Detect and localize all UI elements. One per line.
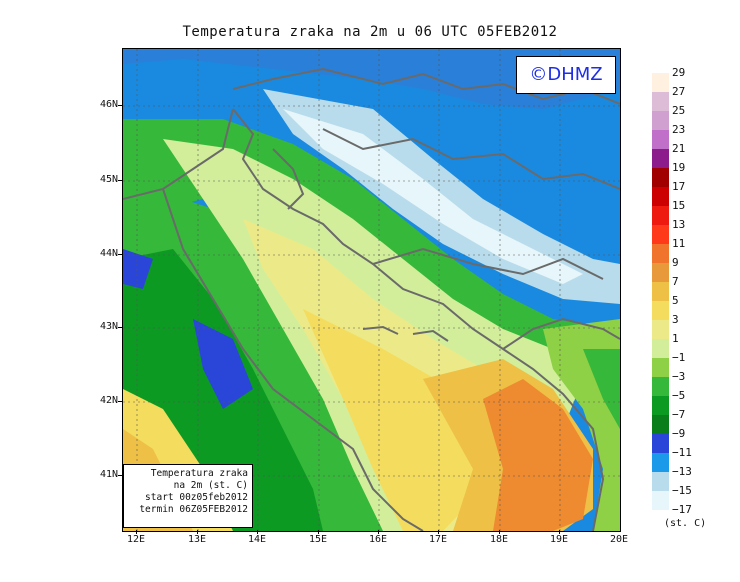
legend-label: −5	[672, 389, 686, 402]
legend-swatch	[652, 339, 669, 358]
legend-swatch	[652, 244, 669, 263]
info-line-3: start 00z05feb2012	[145, 492, 248, 503]
lon-tick	[318, 530, 319, 534]
legend-label: 21	[672, 142, 686, 155]
legend-swatch	[652, 377, 669, 396]
lat-tick	[118, 401, 122, 402]
lon-label-19e: 19E	[549, 534, 569, 545]
lon-tick	[197, 530, 198, 534]
temperature-map	[122, 48, 621, 532]
lon-label-20e: 20E	[609, 534, 629, 545]
legend-swatch	[652, 130, 669, 149]
legend-label: −7	[672, 408, 686, 421]
legend-swatch	[652, 225, 669, 244]
legend-swatch	[652, 92, 669, 111]
lat-label-42n: 42N	[99, 395, 118, 406]
legend-label: 15	[672, 199, 686, 212]
info-line-4: termin 06Z05FEB2012	[139, 504, 248, 515]
legend-unit: (st. C)	[664, 518, 707, 529]
lat-tick	[118, 327, 122, 328]
legend-swatch	[652, 415, 669, 434]
legend-swatch	[652, 168, 669, 187]
lon-label-15e: 15E	[308, 534, 328, 545]
map-title: Temperatura zraka na 2m u 06 UTC 05FEB20…	[182, 24, 558, 40]
lon-label-14e: 14E	[247, 534, 267, 545]
legend-swatch	[652, 453, 669, 472]
legend-label: −11	[672, 446, 692, 459]
lat-label-43n: 43N	[99, 321, 118, 332]
lon-label-18e: 18E	[489, 534, 509, 545]
legend-swatch	[652, 149, 669, 168]
temperature-field	[123, 49, 620, 531]
legend-label: 13	[672, 218, 686, 231]
legend-swatch	[652, 510, 669, 529]
legend-label: 19	[672, 161, 686, 174]
legend-label: −1	[672, 351, 686, 364]
legend-swatch	[652, 434, 669, 453]
legend-swatch	[652, 320, 669, 339]
legend-label: 17	[672, 180, 686, 193]
legend-swatch	[652, 396, 669, 415]
info-line-1: Temperatura zraka	[150, 468, 248, 479]
lon-tick	[438, 530, 439, 534]
legend-label: 7	[672, 275, 679, 288]
legend-swatch	[652, 73, 669, 92]
lon-tick	[136, 530, 137, 534]
lat-tick	[118, 254, 122, 255]
lat-label-41n: 41N	[99, 469, 118, 480]
info-line-2: na 2m (st. C)	[173, 480, 248, 491]
lon-label-13e: 13E	[187, 534, 207, 545]
lon-label-12e: 12E	[126, 534, 146, 545]
lon-tick	[257, 530, 258, 534]
legend-label: 1	[672, 332, 679, 345]
lat-tick	[118, 180, 122, 181]
legend-swatch	[652, 472, 669, 491]
lon-label-17e: 17E	[428, 534, 448, 545]
legend-swatch	[652, 301, 669, 320]
legend-label: −3	[672, 370, 686, 383]
legend-swatch	[652, 187, 669, 206]
legend-label: −15	[672, 484, 692, 497]
legend-label: 5	[672, 294, 679, 307]
legend-swatch	[652, 491, 669, 510]
legend-label: 3	[672, 313, 679, 326]
legend-label: −9	[672, 427, 686, 440]
legend-swatch	[652, 263, 669, 282]
legend-label: 29	[672, 66, 686, 79]
legend-swatch	[652, 358, 669, 377]
legend-label: 25	[672, 104, 686, 117]
legend-label: 11	[672, 237, 686, 250]
lat-label-45n: 45N	[99, 174, 118, 185]
legend-label: 27	[672, 85, 686, 98]
lat-tick	[118, 475, 122, 476]
lat-tick	[118, 105, 122, 106]
legend-swatch	[652, 206, 669, 225]
dhmz-logo: ©DHMZ	[516, 56, 616, 94]
lon-label-16e: 16E	[368, 534, 388, 545]
legend-label: 23	[672, 123, 686, 136]
lon-tick	[499, 530, 500, 534]
legend-label: 9	[672, 256, 679, 269]
legend-label: −13	[672, 465, 692, 478]
legend-label: −17	[672, 503, 692, 516]
lon-tick	[378, 530, 379, 534]
lon-tick	[559, 530, 560, 534]
legend-swatch	[652, 282, 669, 301]
forecast-info-box: Temperatura zraka na 2m (st. C) start 00…	[123, 464, 253, 528]
lat-label-46n: 46N	[99, 99, 118, 110]
legend-swatch	[652, 111, 669, 130]
lat-label-44n: 44N	[99, 248, 118, 259]
